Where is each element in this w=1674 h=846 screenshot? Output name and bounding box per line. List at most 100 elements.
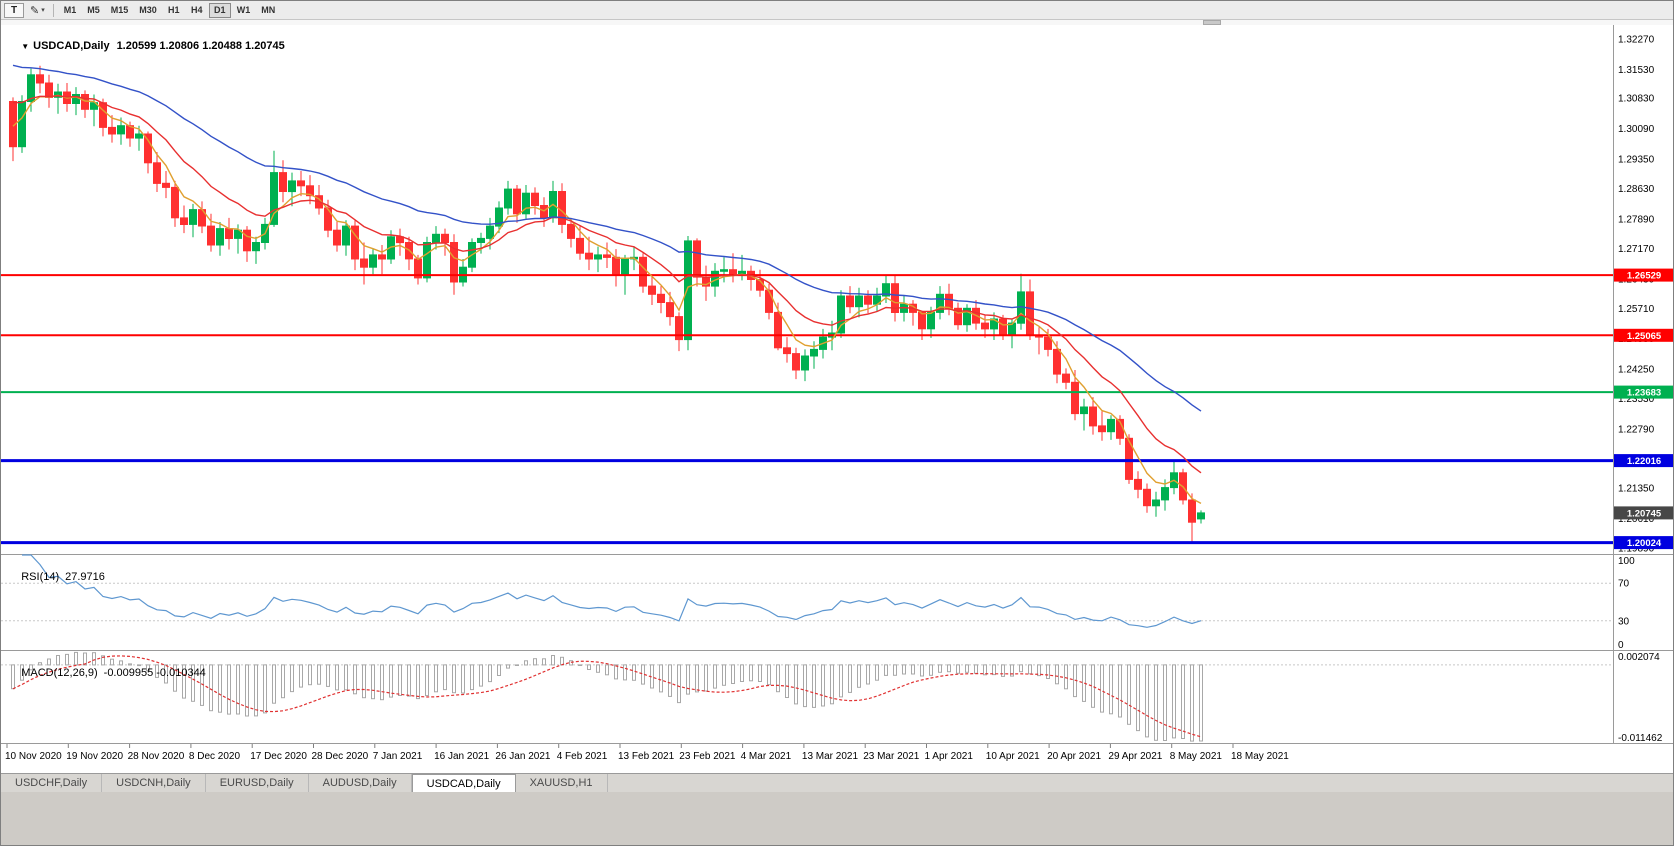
chart-tab-usdchf[interactable]: USDCHF,Daily <box>1 774 103 792</box>
timeframe-button-m15[interactable]: M15 <box>106 3 134 18</box>
ma-slow-line <box>12 64 1202 412</box>
horizontal-lines-layer <box>1 274 1613 545</box>
candle <box>810 348 818 357</box>
timeframe-button-mn[interactable]: MN <box>256 3 280 18</box>
macd-name: MACD(12,26,9) <box>21 667 98 679</box>
candle <box>1152 499 1160 507</box>
svg-text:0: 0 <box>1618 640 1624 651</box>
candle <box>180 217 188 225</box>
timeframe-button-h1[interactable]: H1 <box>163 3 185 18</box>
svg-text:10 Nov 2020: 10 Nov 2020 <box>5 751 62 762</box>
timeframe-button-d1[interactable]: D1 <box>208 2 231 18</box>
svg-text:13 Feb 2021: 13 Feb 2021 <box>618 751 675 762</box>
annotation-tool-button[interactable]: ✎ ▾ <box>27 3 48 18</box>
chart-scrollbar-thumb[interactable] <box>1203 20 1221 25</box>
candle <box>81 94 89 110</box>
candle <box>1098 425 1106 433</box>
svg-text:1.20745: 1.20745 <box>1627 508 1662 519</box>
candle <box>450 242 458 283</box>
timeframe-button-w1[interactable]: W1 <box>232 3 256 18</box>
candle <box>135 133 143 139</box>
candle <box>693 240 701 278</box>
svg-text:8 Dec 2020: 8 Dec 2020 <box>189 751 241 762</box>
candle <box>270 172 278 225</box>
svg-text:1.20024: 1.20024 <box>1627 538 1662 549</box>
chart-tab-eurusd[interactable]: EURUSD,Daily <box>205 774 309 792</box>
candle <box>999 318 1007 336</box>
candle <box>648 285 656 295</box>
candle <box>1188 499 1196 523</box>
candle <box>207 225 215 246</box>
timeframe-button-h4[interactable]: H4 <box>186 3 208 18</box>
chart-scrollbar-track[interactable] <box>1 20 1673 25</box>
chart-tab-audusd[interactable]: AUDUSD,Daily <box>308 774 412 792</box>
candle <box>963 307 971 326</box>
svg-text:1.25710: 1.25710 <box>1618 304 1655 315</box>
candle <box>981 322 989 330</box>
timeframe-group: M1 M5 M15 M30 H1 H4 D1 W1 MN <box>59 2 281 18</box>
candle <box>846 295 854 308</box>
price-badge: 1.22016 <box>1614 454 1673 468</box>
chart-tab-xauusd[interactable]: XAUUSD,H1 <box>515 774 608 792</box>
candle <box>1062 373 1070 383</box>
svg-text:4 Mar 2021: 4 Mar 2021 <box>741 751 792 762</box>
timeframe-button-m5[interactable]: M5 <box>82 3 105 18</box>
candle <box>495 207 503 227</box>
ma-medium-line <box>12 95 1202 474</box>
candle <box>1143 488 1151 507</box>
candle <box>27 74 35 102</box>
candle <box>774 311 782 349</box>
candle <box>117 125 125 135</box>
candle <box>891 283 899 314</box>
svg-text:1.27890: 1.27890 <box>1618 215 1655 226</box>
svg-text:19 Nov 2020: 19 Nov 2020 <box>66 751 123 762</box>
candle <box>351 225 359 260</box>
candle <box>531 192 539 206</box>
candle <box>918 311 926 330</box>
svg-text:1.21350: 1.21350 <box>1618 484 1655 495</box>
candle <box>1026 291 1034 336</box>
candle <box>585 252 593 260</box>
macd-values: -0.009955 -0.010344 <box>103 667 206 679</box>
text-tool-button[interactable]: T <box>4 2 24 18</box>
candle <box>369 254 377 268</box>
candle <box>324 207 332 231</box>
svg-text:26 Jan 2021: 26 Jan 2021 <box>495 751 550 762</box>
svg-text:1.20610: 1.20610 <box>1618 514 1655 525</box>
chart-tab-usdcnh[interactable]: USDCNH,Daily <box>102 774 206 792</box>
candle <box>252 242 260 252</box>
svg-text:1.30830: 1.30830 <box>1618 94 1655 105</box>
candle <box>45 82 53 98</box>
candle <box>1107 418 1115 433</box>
timeframe-button-m1[interactable]: M1 <box>59 3 82 18</box>
candle <box>18 101 26 148</box>
candle <box>333 229 341 246</box>
candle <box>72 94 80 104</box>
svg-text:-0.011462: -0.011462 <box>1618 733 1663 744</box>
candle <box>153 162 161 184</box>
candle <box>738 270 746 275</box>
candle <box>441 233 449 244</box>
candle <box>387 236 395 260</box>
toolbar-separator <box>52 3 54 17</box>
candle <box>1134 478 1142 490</box>
timeframe-button-m30[interactable]: M30 <box>134 3 162 18</box>
candle <box>36 74 44 84</box>
svg-text:18 May 2021: 18 May 2021 <box>1231 751 1289 762</box>
candle <box>306 185 314 197</box>
candle <box>576 237 584 254</box>
candle <box>954 307 962 326</box>
bottom-strip <box>1 792 1673 845</box>
candle <box>279 172 287 193</box>
candle <box>243 229 251 252</box>
symbol-name: USDCAD,Daily <box>33 40 110 52</box>
candle <box>360 258 368 268</box>
one-click-trading-toggle[interactable]: ▼ <box>21 42 30 51</box>
chart-canvas[interactable]: 1.32270 1.31530 1.30830 1.30090 1.29350 1.286… <box>1 25 1674 773</box>
candle <box>486 225 494 239</box>
svg-text:8 May 2021: 8 May 2021 <box>1170 751 1223 762</box>
svg-text:1.28630: 1.28630 <box>1618 184 1655 195</box>
chart-tab-usdcad[interactable]: USDCAD,Daily <box>411 774 516 792</box>
candle <box>882 283 890 297</box>
